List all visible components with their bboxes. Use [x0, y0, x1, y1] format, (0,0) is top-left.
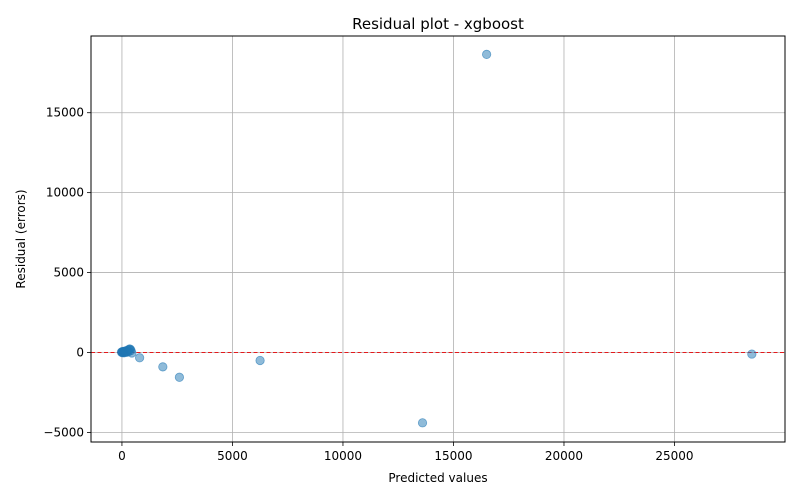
x-tick-label: 15000 — [434, 449, 472, 463]
y-tick-label: 0 — [76, 345, 84, 359]
scatter-point — [158, 362, 168, 372]
y-tick-label: 5000 — [53, 266, 84, 280]
x-tick-label: 10000 — [324, 449, 362, 463]
y-tick-label: 15000 — [46, 106, 84, 120]
y-tick-label: −5000 — [43, 425, 84, 439]
plot-area-frame — [90, 35, 786, 443]
scatter-point — [747, 349, 757, 359]
x-axis-label: Predicted values — [388, 471, 487, 485]
scatter-point — [482, 49, 492, 59]
scatter-point — [127, 348, 137, 358]
scatter-point — [255, 355, 265, 366]
scatter-point — [135, 353, 145, 363]
x-tick-label: 20000 — [545, 449, 583, 463]
x-axis-ticks: 0 5000 10000 15000 20000 25000 — [118, 442, 694, 463]
scatter-points — [116, 49, 757, 428]
scatter-point — [417, 418, 428, 428]
y-axis-ticks: −5000 0 5000 10000 15000 — [43, 106, 91, 439]
grid-lines — [91, 36, 785, 442]
y-axis-label: Residual (errors) — [14, 189, 28, 288]
x-tick-label: 25000 — [655, 449, 693, 463]
x-tick-label: 5000 — [217, 449, 248, 463]
y-tick-label: 10000 — [46, 186, 84, 200]
x-tick-label: 0 — [118, 449, 126, 463]
chart-title: Residual plot - xgboost — [352, 15, 524, 33]
scatter-point — [174, 372, 185, 382]
